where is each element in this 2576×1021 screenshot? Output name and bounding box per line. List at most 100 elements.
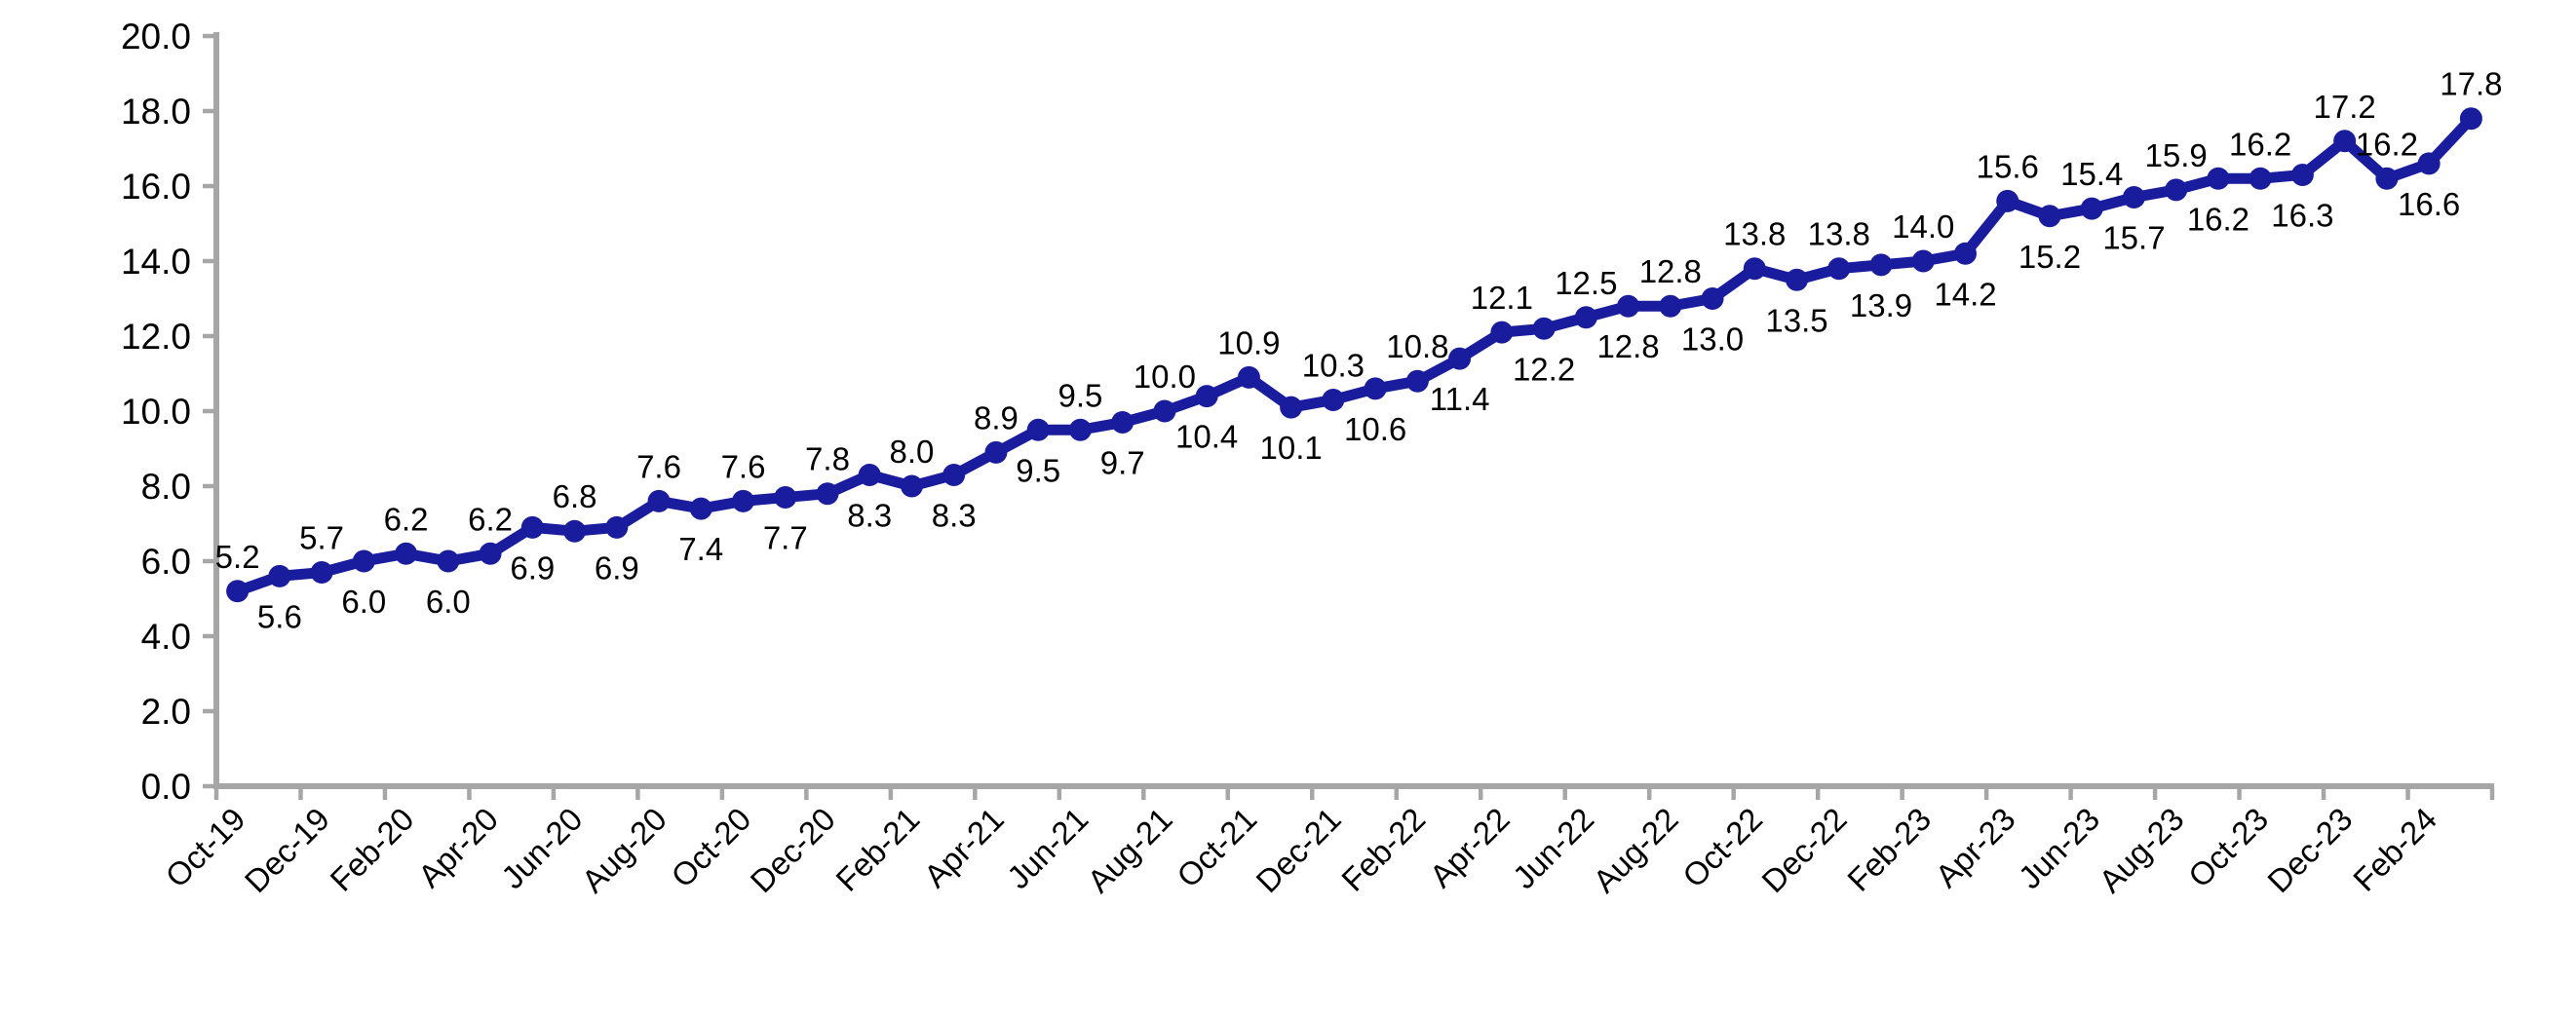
data-label: 15.2 (2019, 239, 2081, 275)
x-tick-label: Dec-23 (2260, 801, 2359, 899)
data-label: 10.4 (1175, 419, 1238, 455)
data-point-marker (395, 542, 418, 565)
data-label: 6.0 (426, 584, 471, 620)
data-point-marker (2080, 197, 2103, 220)
data-label: 5.2 (215, 539, 260, 575)
data-point-marker (1448, 347, 1472, 370)
x-tick-label: Aug-21 (1080, 801, 1178, 899)
x-tick-label: Apr-21 (917, 801, 1011, 894)
data-point-marker (1827, 257, 1851, 281)
x-tick-label: Oct-22 (1675, 801, 1769, 894)
data-point-marker (1869, 253, 1893, 277)
x-tick-label: Dec-21 (1249, 801, 1347, 899)
data-point-marker (479, 542, 502, 565)
data-point-marker (268, 564, 291, 587)
data-label: 10.1 (1260, 430, 1323, 466)
data-point-marker (2122, 186, 2145, 209)
data-point-marker (689, 497, 712, 520)
data-point-marker (942, 463, 966, 486)
data-point-marker (1405, 369, 1429, 393)
data-point-marker (226, 580, 250, 603)
data-point-marker (984, 440, 1008, 464)
data-label: 16.2 (2229, 126, 2291, 162)
data-point-marker (2333, 130, 2357, 153)
data-point-marker (520, 515, 544, 539)
x-tick-label: Dec-19 (238, 801, 336, 899)
x-tick-label: Feb-20 (323, 801, 420, 898)
data-label: 7.8 (805, 441, 850, 477)
data-label: 13.9 (1850, 287, 1912, 323)
data-label: 13.0 (1681, 321, 1744, 358)
x-tick-label: Jun-22 (1506, 801, 1601, 896)
data-point-marker (1617, 294, 1640, 318)
data-point-marker (1026, 418, 1050, 441)
x-tick-label: Apr-20 (411, 801, 505, 894)
x-tick-label: Aug-23 (2092, 801, 2190, 899)
data-label: 17.2 (2314, 89, 2376, 125)
data-label: 8.9 (974, 399, 1019, 435)
data-point-marker (1322, 388, 1345, 411)
data-label: 5.7 (299, 520, 344, 556)
data-point-marker (1195, 385, 1218, 408)
data-point-marker (1068, 418, 1092, 441)
data-point-marker (352, 549, 375, 573)
data-point-marker (1996, 189, 2019, 212)
data-label: 13.5 (1765, 302, 1827, 338)
data-point-marker (816, 482, 839, 506)
data-point-marker (1532, 317, 1556, 340)
data-point-marker (2038, 205, 2061, 228)
y-tick-label: 14.0 (121, 242, 191, 282)
data-point-marker (310, 561, 333, 585)
data-point-marker (774, 486, 797, 510)
data-label: 6.0 (341, 584, 386, 620)
x-tick-label: Dec-22 (1754, 801, 1853, 899)
data-label: 12.5 (1555, 265, 1617, 301)
y-axis-ticks (203, 33, 216, 789)
data-label: 9.7 (1100, 445, 1145, 481)
data-label: 6.9 (510, 549, 555, 586)
y-tick-label: 10.0 (121, 392, 191, 432)
data-label: 13.8 (1808, 216, 1870, 252)
data-label: 15.9 (2145, 137, 2208, 173)
data-label: 10.6 (1344, 411, 1406, 447)
data-point-marker (2249, 167, 2272, 190)
data-point-marker (2375, 167, 2399, 190)
data-point-marker (2165, 178, 2188, 202)
y-tick-label: 20.0 (121, 17, 191, 57)
y-axis-tick-labels: 0.0 2.0 4.0 6.0 8.0 10.0 12.0 14.0 16.0 18.0 20.0 (121, 17, 191, 807)
data-label: 8.0 (890, 434, 935, 470)
data-label: 14.2 (1934, 276, 1996, 312)
data-point-marker (605, 515, 629, 539)
data-point-marker (1659, 294, 1682, 318)
data-point-marker (1153, 399, 1176, 423)
x-tick-label: Apr-22 (1423, 801, 1517, 894)
data-label: 12.1 (1471, 280, 1533, 316)
data-point-marker (1280, 396, 1303, 419)
y-tick-label: 16.0 (121, 167, 191, 207)
data-label: 12.8 (1596, 328, 1659, 364)
data-label: 9.5 (1057, 377, 1102, 413)
data-label: 10.3 (1302, 347, 1365, 383)
data-label: 6.2 (468, 501, 513, 537)
data-point-marker (1786, 268, 1809, 291)
data-label: 7.7 (763, 520, 808, 556)
data-label: 15.6 (1977, 148, 2039, 184)
data-label: 16.6 (2398, 186, 2460, 222)
data-label: 12.2 (1513, 351, 1575, 387)
data-label: 9.5 (1016, 452, 1060, 488)
y-tick-label: 0.0 (141, 767, 191, 807)
data-label: 10.8 (1386, 328, 1448, 364)
x-tick-label: Apr-23 (1928, 801, 2021, 894)
x-tick-label: Feb-23 (1840, 801, 1938, 898)
x-tick-label: Dec-20 (744, 801, 842, 899)
data-label: 10.9 (1217, 324, 1280, 360)
data-label: 6.9 (595, 549, 639, 586)
data-point-marker (900, 474, 923, 498)
x-tick-label: Jun-23 (2012, 801, 2107, 896)
data-point-marker (437, 549, 460, 573)
data-point-marker (2417, 152, 2441, 175)
data-point-marker (2290, 163, 2314, 186)
data-label: 7.6 (636, 448, 681, 484)
data-label: 16.2 (2187, 201, 2249, 237)
